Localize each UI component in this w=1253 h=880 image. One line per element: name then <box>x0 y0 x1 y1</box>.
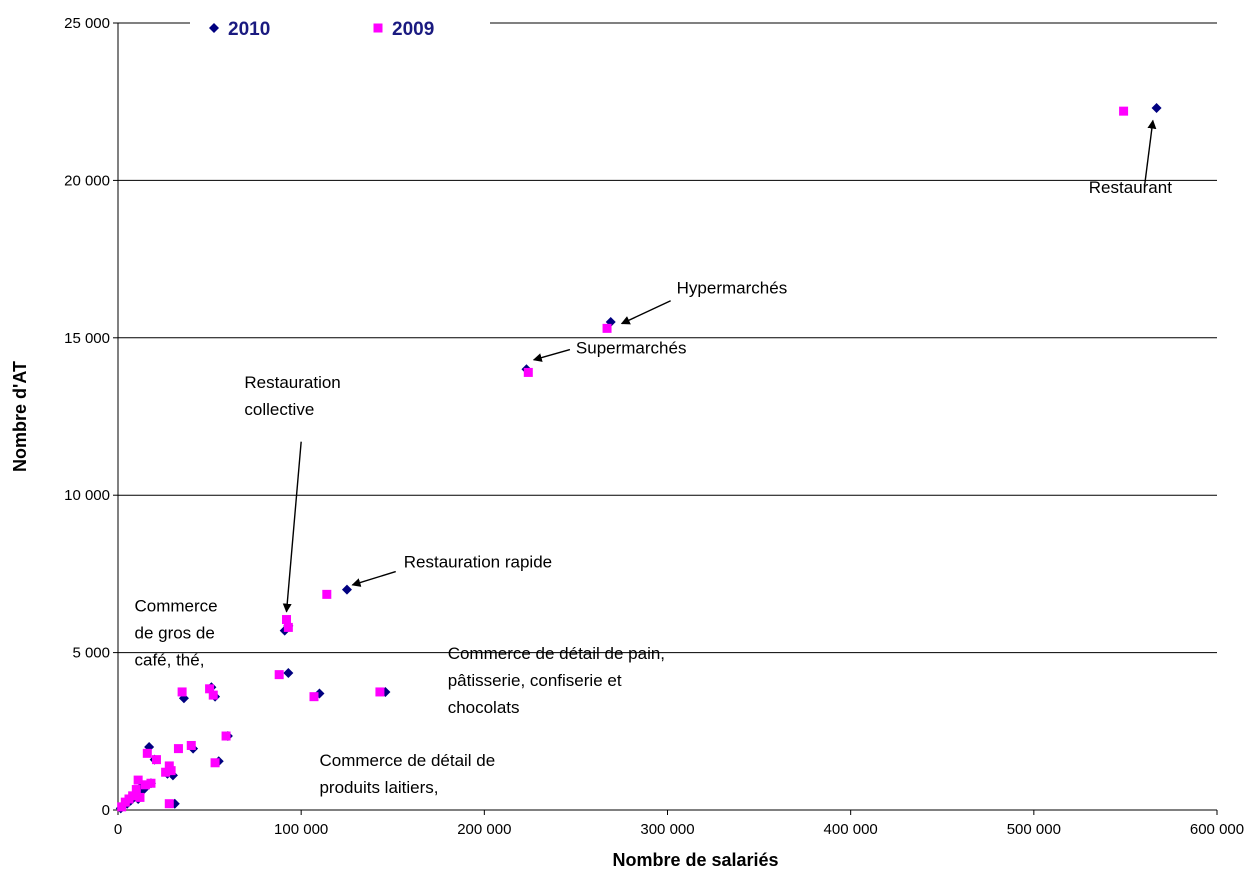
data-points <box>115 102 1162 814</box>
x-tick-label: 0 <box>114 821 122 838</box>
annotation-label: Restauration <box>244 373 340 392</box>
data-point-2009 <box>205 684 215 694</box>
y-tick-label: 20 000 <box>64 172 110 189</box>
legend-label-2010: 2010 <box>228 19 270 40</box>
annotation-label: chocolats <box>448 698 520 717</box>
data-point-2009 <box>177 687 187 697</box>
x-axis-title: Nombre de salariés <box>612 850 778 870</box>
annotation-label: Hypermarchés <box>677 279 788 298</box>
data-point-2009 <box>133 775 143 785</box>
annotation-label: produits laitiers, <box>319 778 438 797</box>
annotation-label: Supermarchés <box>576 339 687 358</box>
data-point-2009 <box>164 761 174 771</box>
data-point-2010 <box>341 584 352 595</box>
annotation-arrow <box>532 348 571 362</box>
data-point-2009 <box>274 670 284 680</box>
annotation-label: de gros de <box>134 624 214 643</box>
y-tick-label: 5 000 <box>72 645 110 662</box>
x-tick-label: 300 000 <box>640 821 694 838</box>
axes <box>113 22 1218 815</box>
y-tick-label: 10 000 <box>64 487 110 504</box>
gridlines <box>118 22 1217 654</box>
y-tick-label: 25 000 <box>64 15 110 32</box>
x-tick-label: 500 000 <box>1007 821 1061 838</box>
data-point-2009 <box>1119 106 1129 116</box>
series-2010 <box>115 102 1162 814</box>
annotation-arrow <box>351 570 396 587</box>
data-point-2009 <box>282 615 292 625</box>
annotation-label: collective <box>244 400 314 419</box>
legend-label-2009: 2009 <box>392 19 434 40</box>
data-point-2009 <box>210 758 220 768</box>
annotation-arrow <box>282 441 302 613</box>
data-point-2009 <box>283 622 293 632</box>
data-point-2009 <box>208 690 218 700</box>
data-point-2009 <box>140 780 150 790</box>
annotation-label: Restauration rapide <box>404 553 552 572</box>
legend-marker-2010 <box>209 23 219 33</box>
y-tick-label: 15 000 <box>64 330 110 347</box>
data-point-2009 <box>322 589 332 599</box>
data-point-2009 <box>221 731 231 741</box>
data-point-2009 <box>151 755 161 765</box>
data-point-2009 <box>146 778 156 788</box>
data-point-2009 <box>375 687 385 697</box>
data-point-2009 <box>186 740 196 750</box>
data-point-2009 <box>142 748 152 758</box>
annotation-label: pâtisserie, confiserie et <box>448 671 622 690</box>
x-tick-label: 400 000 <box>824 821 878 838</box>
x-tick-label: 600 000 <box>1190 821 1244 838</box>
data-point-2009 <box>161 767 171 777</box>
data-point-2009 <box>173 744 183 754</box>
data-point-2009 <box>135 792 145 802</box>
annotation-label: café, thé, <box>134 651 204 670</box>
data-point-2009 <box>523 367 533 377</box>
tick-labels: 0 5 000 10 000 15 000 20 000 25 000 0 100 000 20… <box>64 15 1244 838</box>
annotations: Restaurant Hypermarchés Supermarchés Restau… <box>134 119 1172 797</box>
data-point-2009 <box>131 785 141 795</box>
legend-marker-2009 <box>373 23 383 33</box>
y-tick-label: 0 <box>102 802 110 819</box>
series-2009 <box>117 106 1129 812</box>
data-point-2009 <box>164 799 174 809</box>
data-point-2009 <box>602 323 612 333</box>
data-point-2010 <box>283 668 294 679</box>
annotation-label: Restaurant <box>1089 178 1172 197</box>
annotation-label: Commerce de détail de <box>319 751 495 770</box>
annotation-label: Commerce <box>134 597 217 616</box>
annotation-arrow <box>1143 119 1157 186</box>
data-point-2009 <box>166 766 176 776</box>
annotation-label: Commerce de détail de pain, <box>448 644 665 663</box>
y-axis-title: Nombre d'AT <box>10 361 30 472</box>
x-tick-label: 200 000 <box>457 821 511 838</box>
data-point-2009 <box>120 797 130 807</box>
annotation-arrow <box>620 300 671 325</box>
data-point-2010 <box>1151 102 1162 113</box>
data-point-2009 <box>309 692 319 702</box>
legend: 2010 2009 <box>209 19 434 40</box>
x-tick-label: 100 000 <box>274 821 328 838</box>
data-point-2009 <box>117 802 127 812</box>
